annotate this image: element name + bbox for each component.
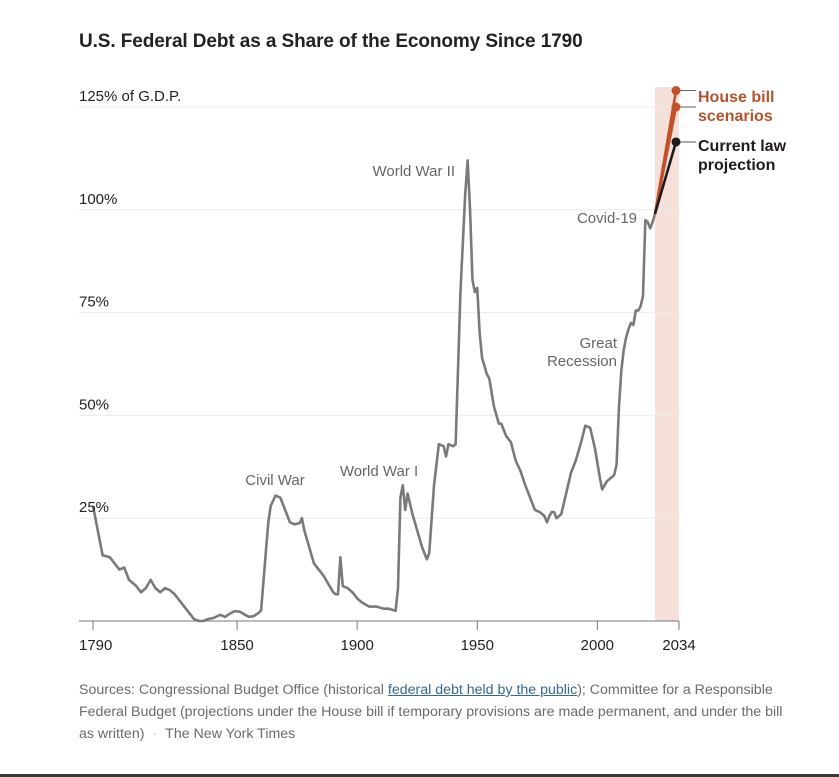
source-link-federal-debt[interactable]: federal debt held by the public — [387, 682, 578, 698]
annotation-great-recession-line2: Recession — [547, 353, 617, 370]
x-tick-label-2000: 2000 — [581, 637, 614, 654]
source-note: Sources: Congressional Budget Office (hi… — [79, 679, 799, 745]
series-historical-line — [91, 159, 657, 623]
y-tick-label-125: 125% of G.D.P. — [79, 88, 181, 105]
endpoint-house-bill-permanent — [671, 86, 681, 96]
y-tick-label-75: 75% — [79, 294, 109, 311]
x-tick-label-1850: 1850 — [220, 637, 253, 654]
bottom-border — [0, 774, 839, 777]
annotation-covid-19: Covid-19 — [577, 210, 637, 227]
endpoint-house-bill-as-written — [671, 102, 681, 112]
source-separator: · — [152, 726, 158, 742]
annotation-civil-war: Civil War — [245, 472, 304, 489]
y-tick-label-100: 100% — [79, 191, 117, 208]
x-tick-label-1900: 1900 — [340, 637, 373, 654]
series-current-law-line — [653, 141, 678, 215]
annotation-world-war-i: World War I — [340, 463, 418, 480]
chart-title: U.S. Federal Debt as a Share of the Econ… — [79, 31, 583, 52]
y-tick-label-50: 50% — [79, 396, 109, 413]
endpoint-current-law — [671, 137, 681, 147]
source-suffix: ); Committee for a Responsible Federal B… — [79, 682, 783, 742]
legend-current-law-line2: projection — [698, 157, 775, 174]
series-house-bill-as-written-line — [653, 106, 678, 215]
x-tick-label-2034: 2034 — [662, 637, 695, 654]
y-tick-label-25: 25% — [79, 499, 109, 516]
legend-house-bill-line1: House bill — [698, 89, 774, 106]
annotation-world-war-ii: World War II — [372, 163, 455, 180]
chart-svg: 25% 50% 75% 100% 125% of G.D.P. 1790 1850 1900 1… — [79, 86, 787, 654]
source-credit: The New York Times — [165, 726, 296, 742]
projection-band — [654, 87, 679, 621]
source-prefix: Sources: Congressional Budget Office (hi… — [79, 682, 388, 698]
legend-current-law-line1: Current law — [698, 138, 787, 155]
legend-house-bill-line2: scenarios — [698, 108, 773, 125]
x-tick-label-1790: 1790 — [79, 637, 112, 654]
annotation-great-recession-line1: Great — [579, 335, 617, 352]
x-tick-label-1950: 1950 — [461, 637, 494, 654]
